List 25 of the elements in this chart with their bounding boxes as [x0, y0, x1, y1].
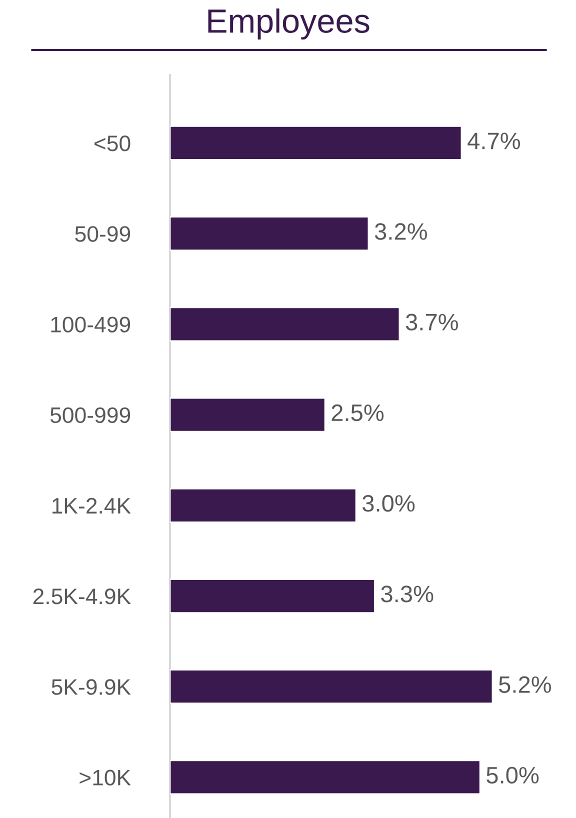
y-tick-label: >10K: [80, 770, 131, 786]
bar: [170, 578, 376, 614]
data-label: 3.0%: [362, 495, 415, 512]
y-tick-label: 5K-9.9K: [52, 679, 131, 695]
data-label: 5.0%: [486, 766, 539, 784]
bar: [170, 216, 370, 252]
y-tick-label: 500-999: [50, 407, 130, 424]
y-tick-label: 2.5K-4.9K: [33, 588, 131, 604]
data-label: 3.7%: [406, 314, 458, 331]
bar: [170, 126, 462, 160]
data-label: 5.2%: [498, 676, 552, 693]
chart-title: Employees: [208, 8, 370, 40]
data-label: 3.3%: [381, 586, 434, 602]
y-tick-label: 100-499: [51, 316, 130, 332]
data-label: 4.7%: [468, 132, 520, 150]
y-tick-label: 1K-2.4K: [52, 498, 131, 514]
y-tick-label: 50-99: [75, 226, 130, 242]
bar: [170, 306, 400, 342]
data-label: 3.2%: [374, 223, 427, 240]
y-tick-label: <50: [94, 135, 130, 152]
bar: [170, 397, 326, 432]
bar: [170, 488, 357, 523]
data-label: 2.5%: [332, 404, 384, 422]
bar: [170, 760, 481, 795]
bar: [170, 669, 494, 704]
